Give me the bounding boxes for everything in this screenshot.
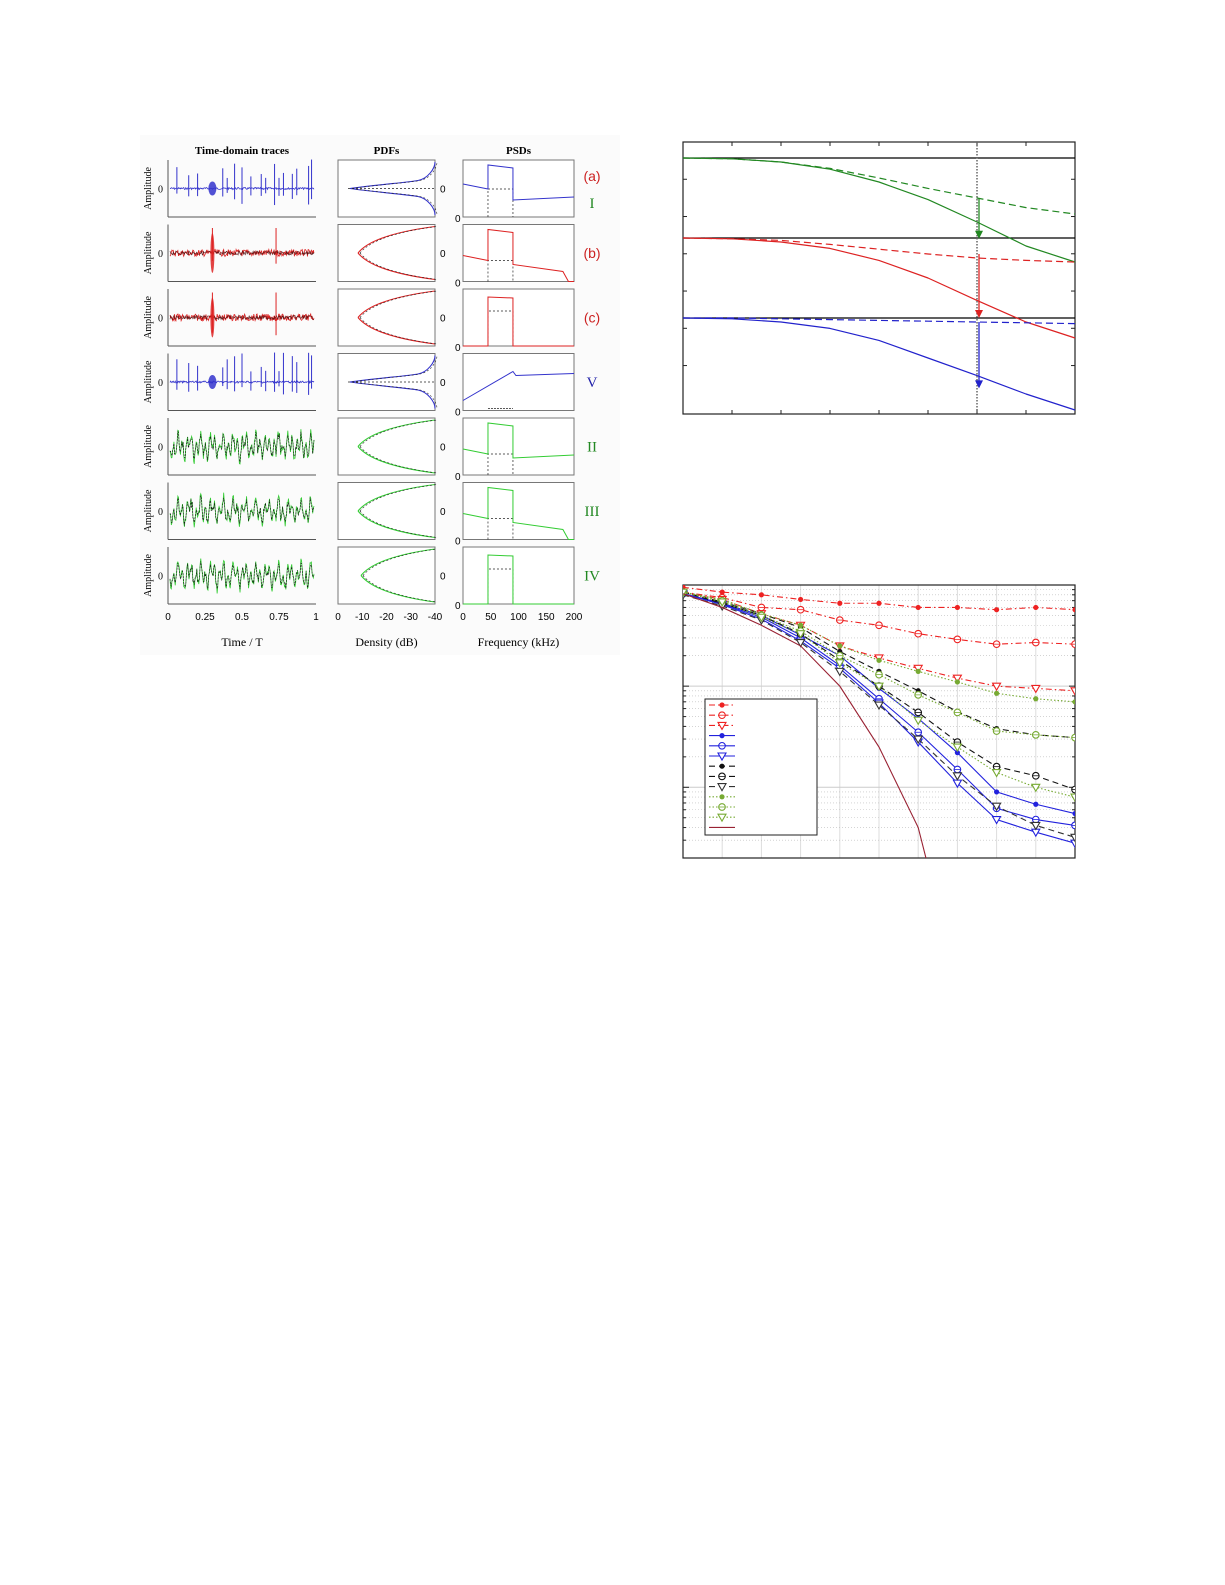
- svg-text:0.5: 0.5: [235, 612, 249, 623]
- signal-row: 0 Amplitude 0 0 II: [143, 417, 597, 483]
- arrow-icon: [975, 310, 983, 318]
- svg-text:50: 50: [485, 612, 497, 623]
- amplitude-label: Amplitude: [143, 167, 154, 210]
- svg-text:0.75: 0.75: [269, 612, 289, 623]
- x-axis-label: Time / T: [221, 635, 263, 649]
- row-label: IV: [584, 569, 600, 585]
- svg-text:0: 0: [440, 185, 446, 196]
- series-red-circle-dashdot: [683, 588, 1075, 649]
- curve-red-solid: [682, 237, 1076, 339]
- svg-text:0: 0: [455, 537, 461, 548]
- amplitude-label: Amplitude: [143, 489, 154, 532]
- svg-text:0: 0: [158, 249, 163, 260]
- x-axis-label: Frequency (kHz): [478, 635, 560, 649]
- svg-text:0: 0: [440, 443, 446, 454]
- series-red-star-dashdot: [683, 585, 1075, 613]
- column-title: PSDs: [506, 145, 532, 157]
- svg-text:0: 0: [335, 612, 341, 623]
- legend: [704, 698, 818, 836]
- svg-text:0: 0: [455, 279, 461, 290]
- decay-curves-figure: [670, 130, 1090, 430]
- svg-text:0: 0: [455, 408, 461, 419]
- svg-text:0: 0: [455, 601, 461, 612]
- signal-row: 0 Amplitude 0 0 IV: [143, 546, 600, 612]
- svg-text:0: 0: [158, 507, 163, 518]
- svg-text:0: 0: [455, 343, 461, 354]
- error-rate-chart: [682, 584, 1076, 859]
- row-sublabel: I: [590, 196, 595, 212]
- svg-text:0: 0: [158, 378, 163, 389]
- svg-text:0: 0: [158, 185, 163, 196]
- svg-text:0.25: 0.25: [195, 612, 215, 623]
- amplitude-label: Amplitude: [143, 296, 154, 339]
- arrow-icon: [975, 380, 983, 389]
- column-title: PDFs: [374, 145, 400, 157]
- series-olive-star-dotted: [683, 589, 1075, 705]
- svg-text:0: 0: [440, 507, 446, 518]
- svg-text:0: 0: [455, 214, 461, 225]
- row-label: (b): [583, 245, 600, 261]
- row-label: II: [587, 440, 597, 456]
- amplitude-label: Amplitude: [143, 554, 154, 597]
- arrow-icon: [975, 230, 983, 239]
- amplitude-label: Amplitude: [143, 231, 154, 274]
- svg-text:-20: -20: [379, 612, 394, 623]
- error-rate-figure: [670, 575, 1090, 865]
- svg-text:0: 0: [440, 378, 446, 389]
- amplitude-label: Amplitude: [143, 425, 154, 468]
- decay-curves-chart: [682, 141, 1076, 415]
- svg-text:0: 0: [158, 572, 163, 583]
- curve-green-solid: [682, 157, 1076, 263]
- svg-text:-30: -30: [404, 612, 419, 623]
- svg-text:150: 150: [538, 612, 555, 623]
- signal-row: 0 Amplitude 0 0 (a) I: [143, 159, 601, 225]
- svg-text:0: 0: [440, 572, 446, 583]
- x-axis-label: Density (dB): [355, 635, 417, 649]
- svg-text:0: 0: [455, 472, 461, 483]
- column-title: Time-domain traces: [195, 145, 290, 157]
- svg-text:200: 200: [566, 612, 583, 623]
- svg-text:0: 0: [165, 612, 171, 623]
- svg-text:100: 100: [510, 612, 527, 623]
- series-maroon-solid: [683, 593, 927, 858]
- series-olive-triangle-dotted: [683, 588, 1075, 803]
- svg-text:0: 0: [158, 443, 163, 454]
- signal-row: 0 Amplitude 0 0 (b): [143, 224, 601, 290]
- amplitude-label: Amplitude: [143, 360, 154, 403]
- svg-text:1: 1: [313, 612, 319, 623]
- svg-text:-10: -10: [355, 612, 370, 623]
- signal-grid-figure: Time-domain traces PDFs PSDs 0 Amplitude 0 0 (a…: [140, 135, 620, 655]
- curve-blue-solid: [682, 317, 1076, 411]
- svg-text:-40: -40: [428, 612, 443, 623]
- signal-row: 0 Amplitude 0 0 (c): [143, 288, 600, 354]
- svg-text:0: 0: [440, 249, 446, 260]
- signal-row: 0 Amplitude 0 0 V: [143, 352, 598, 419]
- signal-row: 0 Amplitude 0 0 III: [143, 482, 600, 548]
- svg-text:0: 0: [158, 314, 163, 325]
- svg-text:0: 0: [440, 314, 446, 325]
- signal-grid-chart: Time-domain traces PDFs PSDs 0 Amplitude 0 0 (a…: [143, 145, 601, 649]
- row-label: V: [587, 375, 598, 391]
- svg-text:0: 0: [460, 612, 466, 623]
- row-label: III: [585, 504, 600, 520]
- row-label: (c): [584, 310, 600, 326]
- row-label: (a): [583, 168, 600, 184]
- curve-green-dashed: [682, 157, 1076, 215]
